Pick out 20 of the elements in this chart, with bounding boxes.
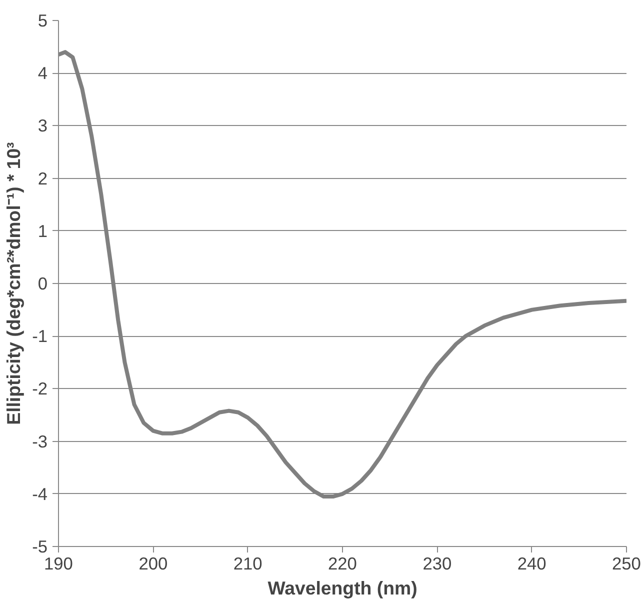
x-axis-title: Wavelength (nm) xyxy=(268,578,418,598)
x-tick-label: 240 xyxy=(517,554,546,574)
y-tick-label: 0 xyxy=(38,274,48,294)
y-tick-label: -4 xyxy=(32,484,48,504)
y-tick-label: 3 xyxy=(38,116,48,136)
y-tick-label: 5 xyxy=(38,10,48,30)
y-tick-label: 4 xyxy=(38,63,48,84)
y-tick-label: -3 xyxy=(32,431,48,452)
y-tick-label: -2 xyxy=(32,378,48,399)
x-tick-label: 210 xyxy=(233,554,262,574)
x-tick-label: 200 xyxy=(138,554,168,574)
y-tick-label: -1 xyxy=(32,326,48,346)
x-tick-label: 230 xyxy=(422,554,452,574)
x-tick-label: 250 xyxy=(612,554,641,574)
y-axis-title: Ellipticity (deg*cm²*dmol⁻¹) * 10³ xyxy=(3,142,24,425)
y-tick-label: -5 xyxy=(32,536,48,556)
x-tick-label: 190 xyxy=(44,554,73,574)
x-tick-label: 220 xyxy=(328,554,357,574)
y-tick-label: 2 xyxy=(38,168,48,188)
y-tick-label: 1 xyxy=(38,220,48,241)
